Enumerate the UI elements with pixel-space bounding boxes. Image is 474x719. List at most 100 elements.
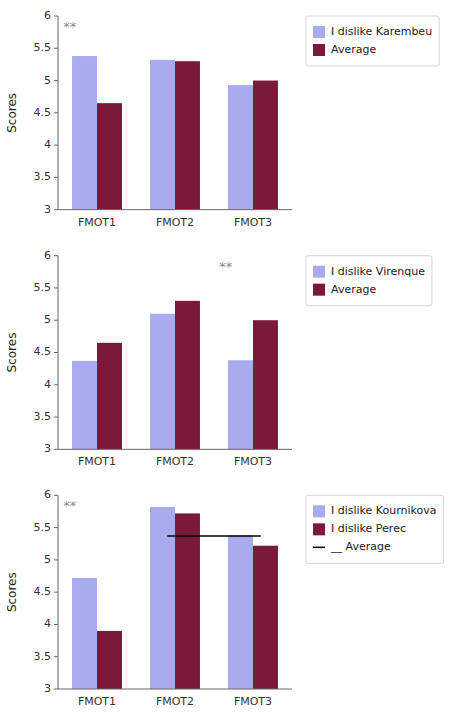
y-tick: [54, 287, 58, 288]
bar: [150, 60, 175, 210]
x-tick-label: FMOT2: [156, 455, 194, 468]
legend-label: Average: [331, 283, 376, 296]
bar: [150, 314, 175, 450]
y-axis: [58, 16, 59, 210]
x-tick-label: FMOT3: [234, 216, 272, 229]
legend-frame: [306, 495, 444, 563]
y-tick: [54, 48, 58, 49]
bar: [97, 103, 122, 210]
bar: [253, 546, 278, 689]
bar: [97, 631, 122, 689]
y-tick: [54, 527, 58, 528]
x-tick-label: FMOT1: [78, 216, 116, 229]
y-tick: [54, 495, 58, 496]
legend-swatch: [313, 523, 325, 535]
y-tick: [54, 16, 58, 17]
bar: [150, 507, 175, 689]
y-tick-label: 4.5: [34, 346, 52, 359]
plot-area: [72, 507, 278, 689]
annotation: **: [63, 498, 77, 513]
x-tick-label: FMOT1: [78, 455, 116, 468]
y-tick: [54, 592, 58, 593]
plot-area: [72, 301, 278, 449]
y-tick: [54, 209, 58, 210]
y-tick-label: 5: [44, 553, 51, 566]
legend-swatch: [313, 266, 325, 278]
y-tick-label: 5.5: [34, 521, 52, 534]
bar: [97, 343, 122, 450]
y-tick: [54, 689, 58, 690]
y-tick-label: 5.5: [34, 281, 52, 294]
y-tick: [54, 255, 58, 256]
legend: I dislike KarembeuAverage: [306, 16, 439, 66]
legend-swatch: [313, 284, 325, 296]
bar: [175, 513, 200, 689]
x-axis: [58, 209, 292, 210]
legend-swatch: [313, 44, 325, 56]
x-tick-label: FMOT2: [156, 695, 194, 708]
legend-swatch: [313, 505, 325, 517]
plot-area: [72, 56, 278, 210]
y-axis-label: Scores: [5, 572, 19, 612]
y-tick-label: 6: [44, 249, 51, 262]
y-tick-label: 4: [44, 138, 51, 151]
legend-label: I dislike Perec: [331, 522, 406, 535]
y-tick: [54, 112, 58, 113]
y-tick-label: 5: [44, 74, 51, 87]
bar: [72, 361, 97, 449]
annotation: **: [219, 259, 233, 274]
panel: 3 3.5 4 4.5 5 5.5 6 FMOT1 FMOT2 FMOT3 Scores ** I di…: [5, 249, 432, 643]
y-tick: [54, 177, 58, 178]
legend-label: I dislike Kournikova: [331, 504, 437, 517]
y-tick: [54, 145, 58, 146]
x-tick-label: FMOT3: [234, 455, 272, 468]
y-tick: [54, 656, 58, 657]
y-tick-label: 4.5: [34, 585, 52, 598]
bar: [253, 320, 278, 449]
bar: [175, 301, 200, 449]
y-tick-label: 5.5: [34, 41, 52, 54]
x-axis: [58, 689, 292, 690]
y-tick-label: 6: [44, 488, 51, 501]
legend-label: __ Average: [330, 540, 391, 553]
y-tick: [54, 80, 58, 81]
legend-frame: [306, 256, 432, 306]
y-tick-label: 3: [44, 442, 51, 455]
bar: [72, 56, 97, 210]
y-tick-label: 4.5: [34, 106, 52, 119]
bar: [175, 61, 200, 209]
y-tick: [54, 320, 58, 321]
y-tick-label: 4: [44, 617, 51, 630]
legend-frame: [306, 16, 439, 66]
y-tick-label: 3.5: [34, 170, 52, 183]
x-axis: [58, 449, 292, 450]
y-axis: [58, 495, 59, 689]
legend: I dislike Virenque Average: [306, 256, 432, 306]
panel: 3 3.5 4 4.5 5 5.5 6 FMOT1 FMOT2 FMOT3 Scores ** I di…: [5, 488, 444, 719]
y-axis-label: Scores: [5, 333, 19, 373]
y-tick-label: 3.5: [34, 410, 52, 423]
x-tick-label: FMOT2: [156, 216, 194, 229]
x-tick-label: FMOT1: [78, 695, 116, 708]
y-tick-label: 3: [44, 682, 51, 695]
figure: 3 3.5 4 4.5 5 5.5 6 FMOT1 FMOT2 FMOT3 Scores ** I di…: [0, 0, 474, 719]
y-tick-label: 5: [44, 313, 51, 326]
legend-label: I dislike Virenque: [331, 265, 425, 278]
y-tick: [54, 624, 58, 625]
average-line: [167, 535, 261, 537]
legend-label: I dislike Karembeu: [331, 25, 432, 38]
panel: 3 3.5 4 4.5 5 5.5 6 FMOT1 FMOT2 FMOT3 Scores ** I di…: [5, 9, 439, 403]
annotation: **: [63, 19, 77, 34]
y-tick-label: 3.5: [34, 650, 52, 663]
legend-line: [313, 547, 325, 549]
y-axis: [58, 256, 59, 450]
x-tick-label: FMOT3: [234, 695, 272, 708]
y-tick: [54, 417, 58, 418]
y-tick: [54, 559, 58, 560]
bar: [228, 360, 253, 449]
bar: [72, 578, 97, 689]
bar: [228, 85, 253, 210]
bar: [253, 81, 278, 210]
y-axis-label: Scores: [5, 93, 19, 133]
y-tick-label: 3: [44, 203, 51, 216]
